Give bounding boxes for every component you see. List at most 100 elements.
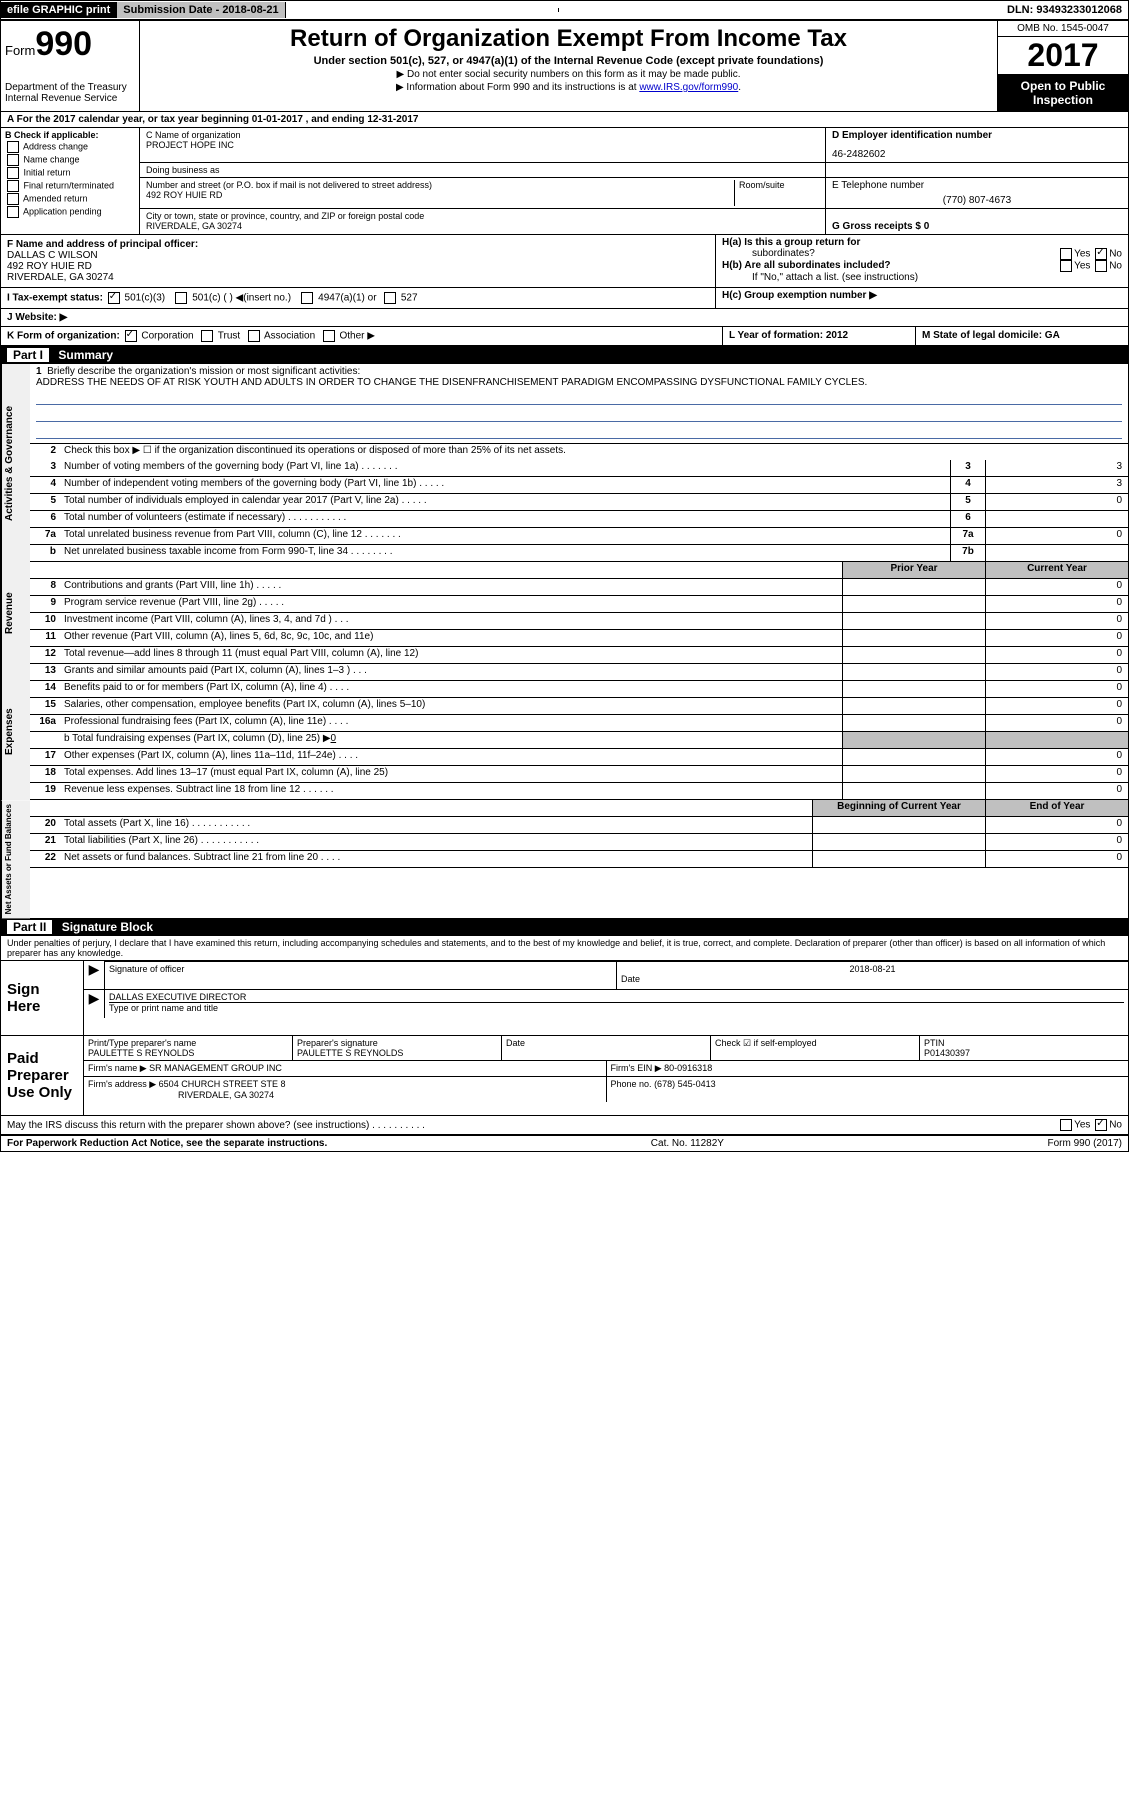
dept-treasury: Department of the Treasury bbox=[5, 82, 135, 93]
l6-text: Total number of volunteers (estimate if … bbox=[60, 511, 950, 527]
submission-date: Submission Date - 2018-08-21 bbox=[117, 2, 285, 18]
hdr-text bbox=[60, 562, 842, 578]
h-note: If "No," attach a list. (see instruction… bbox=[722, 272, 1122, 283]
l7a-text: Total unrelated business revenue from Pa… bbox=[60, 528, 950, 544]
officer-addr: 492 ROY HUIE RD bbox=[7, 261, 92, 272]
part2-label: Part II bbox=[7, 920, 52, 934]
pra-notice: For Paperwork Reduction Act Notice, see … bbox=[7, 1138, 327, 1149]
discuss-no[interactable] bbox=[1095, 1119, 1107, 1131]
open-public-badge: Open to Public Inspection bbox=[998, 75, 1128, 111]
ha-row: H(a) Is this a group return for bbox=[722, 237, 1122, 248]
l17-num: 17 bbox=[30, 749, 60, 765]
chk-4947[interactable] bbox=[301, 292, 313, 304]
city-value: RIVERDALE, GA 30274 bbox=[146, 221, 819, 231]
ha-yes[interactable] bbox=[1060, 248, 1072, 260]
chk-527[interactable] bbox=[384, 292, 396, 304]
chk-application-pending[interactable]: Application pending bbox=[5, 206, 135, 218]
l10-num: 10 bbox=[30, 613, 60, 629]
blank-line bbox=[36, 424, 1122, 439]
part2-title: Signature Block bbox=[62, 920, 153, 934]
irs-link[interactable]: www.IRS.gov/form990 bbox=[639, 82, 738, 93]
l9-text: Program service revenue (Part VIII, line… bbox=[60, 596, 842, 612]
gov-section: Activities & Governance 1 Briefly descri… bbox=[1, 364, 1128, 562]
firm-phone-cell: Phone no. (678) 545-0413 bbox=[606, 1077, 1129, 1102]
chk-final-return[interactable]: Final return/terminated bbox=[5, 180, 135, 192]
gov-sidebar: Activities & Governance bbox=[1, 364, 30, 562]
form-ref: Form 990 (2017) bbox=[1048, 1138, 1122, 1149]
h-section: H(a) Is this a group return for subordin… bbox=[715, 235, 1128, 287]
gross-cell: G Gross receipts $ 0 bbox=[825, 209, 1128, 234]
paid-section: Paid Preparer Use Only Print/Type prepar… bbox=[1, 1036, 1128, 1116]
l15-num: 15 bbox=[30, 698, 60, 714]
l21-boy bbox=[812, 834, 985, 850]
hb-no[interactable] bbox=[1095, 260, 1107, 272]
ha-label: H(a) Is this a group return for bbox=[722, 237, 860, 248]
chk-corp[interactable] bbox=[125, 330, 137, 342]
l16a-text: Professional fundraising fees (Part IX, … bbox=[60, 715, 842, 731]
ein-cell2 bbox=[825, 163, 1128, 177]
l6-box: 6 bbox=[950, 511, 985, 527]
chk-assoc[interactable] bbox=[248, 330, 260, 342]
l5-val: 0 bbox=[985, 494, 1128, 510]
officer-label: F Name and address of principal officer: bbox=[7, 239, 198, 250]
chk-name-change[interactable]: Name change bbox=[5, 154, 135, 166]
chk-501c3[interactable] bbox=[108, 292, 120, 304]
tax-year: 2017 bbox=[998, 37, 1128, 75]
sig-name-label: Type or print name and title bbox=[109, 1003, 1124, 1013]
l16b-val: 0 bbox=[331, 733, 337, 744]
firm-phone: (678) 545-0413 bbox=[654, 1079, 716, 1089]
firm-name-cell: Firm's name ▶ SR MANAGEMENT GROUP INC bbox=[84, 1061, 606, 1076]
gross-label: G Gross receipts $ 0 bbox=[832, 221, 929, 232]
l21-num: 21 bbox=[30, 834, 60, 850]
open-line2: Inspection bbox=[1002, 93, 1124, 107]
tax-status: I Tax-exempt status: 501(c)(3) 501(c) ( … bbox=[1, 288, 715, 308]
net-section: Net Assets or Fund Balances Beginning of… bbox=[1, 800, 1128, 918]
net-sidebar: Net Assets or Fund Balances bbox=[1, 800, 30, 918]
officer-name: DALLAS C WILSON bbox=[7, 250, 98, 261]
rev-section: Revenue Prior Year Current Year 8 Contri… bbox=[1, 562, 1128, 664]
net-hdr-num bbox=[30, 800, 60, 816]
l5-box: 5 bbox=[950, 494, 985, 510]
l7b-val bbox=[985, 545, 1128, 561]
l9-curr: 0 bbox=[985, 596, 1128, 612]
sig-date-label: Date bbox=[621, 974, 1124, 984]
l8-curr: 0 bbox=[985, 579, 1128, 595]
row-j-website: J Website: ▶ bbox=[1, 309, 1128, 327]
l13-curr: 0 bbox=[985, 664, 1128, 680]
dept-irs: Internal Revenue Service bbox=[5, 93, 135, 104]
form-title: Return of Organization Exempt From Incom… bbox=[150, 25, 987, 53]
l17-text: Other expenses (Part IX, column (A), lin… bbox=[60, 749, 842, 765]
l5-num: 5 bbox=[30, 494, 60, 510]
boy-hdr: Beginning of Current Year bbox=[812, 800, 985, 816]
l12-text: Total revenue—add lines 8 through 11 (mu… bbox=[60, 647, 842, 663]
l20-text: Total assets (Part X, line 16) . . . . .… bbox=[60, 817, 812, 833]
row-i: I Tax-exempt status: 501(c)(3) 501(c) ( … bbox=[1, 288, 1128, 309]
blank-line bbox=[36, 390, 1122, 405]
l16a-curr: 0 bbox=[985, 715, 1128, 731]
l12-prior bbox=[842, 647, 985, 663]
hb-yes[interactable] bbox=[1060, 260, 1072, 272]
open-line1: Open to Public bbox=[1002, 79, 1124, 93]
ha-no[interactable] bbox=[1095, 248, 1107, 260]
sig-name: DALLAS EXECUTIVE DIRECTOR bbox=[109, 992, 1124, 1003]
chk-initial-return[interactable]: Initial return bbox=[5, 167, 135, 179]
chk-501c[interactable] bbox=[175, 292, 187, 304]
discuss-yes[interactable] bbox=[1060, 1119, 1072, 1131]
ha-answer: subordinates? Yes No bbox=[722, 248, 1122, 260]
j-label: J Website: ▶ bbox=[7, 312, 67, 323]
l10-text: Investment income (Part VIII, column (A)… bbox=[60, 613, 842, 629]
chk-other[interactable] bbox=[323, 330, 335, 342]
discuss-text: May the IRS discuss this return with the… bbox=[7, 1120, 1058, 1131]
sign-here-label: Sign Here bbox=[1, 961, 83, 1035]
chk-address-change[interactable]: Address change bbox=[5, 141, 135, 153]
l10-curr: 0 bbox=[985, 613, 1128, 629]
i-label: I Tax-exempt status: bbox=[7, 293, 103, 304]
org-name: PROJECT HOPE INC bbox=[146, 140, 819, 150]
l19-prior bbox=[842, 783, 985, 799]
eoy-hdr: End of Year bbox=[985, 800, 1128, 816]
l3-val: 3 bbox=[985, 460, 1128, 476]
chk-amended[interactable]: Amended return bbox=[5, 193, 135, 205]
l1-label: Briefly describe the organization's miss… bbox=[47, 366, 360, 377]
chk-trust[interactable] bbox=[201, 330, 213, 342]
firm-ein: 80-0916318 bbox=[664, 1063, 712, 1073]
